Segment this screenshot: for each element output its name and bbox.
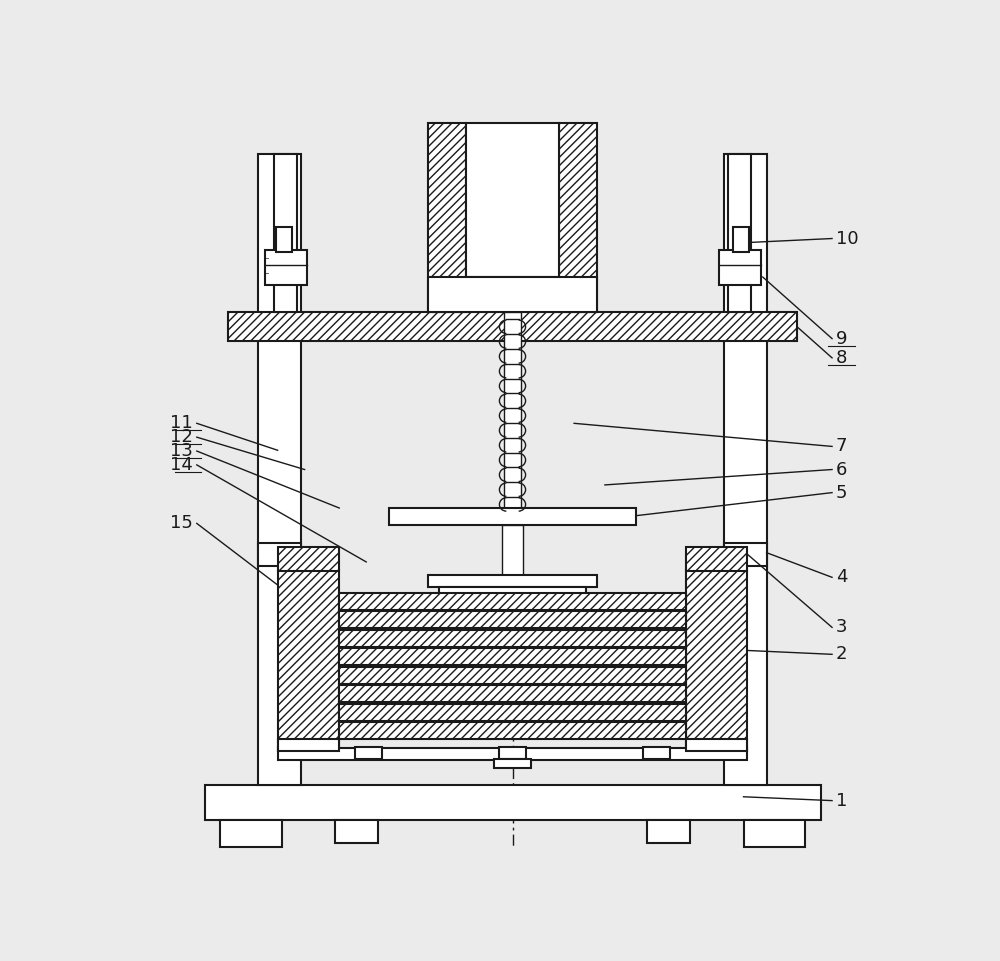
- Text: 3: 3: [836, 618, 847, 636]
- Text: 9: 9: [836, 330, 847, 348]
- Bar: [389, 508, 636, 525]
- Bar: [494, 759, 531, 768]
- Bar: [428, 277, 597, 311]
- Bar: [724, 154, 767, 785]
- Bar: [258, 154, 301, 785]
- Bar: [339, 611, 686, 628]
- Bar: [274, 154, 297, 311]
- Bar: [339, 703, 686, 721]
- Bar: [502, 525, 523, 594]
- Text: 4: 4: [836, 568, 847, 586]
- Text: 15: 15: [170, 514, 193, 532]
- Text: 14: 14: [170, 456, 193, 474]
- Bar: [355, 747, 382, 759]
- Bar: [686, 739, 747, 751]
- Bar: [278, 739, 339, 751]
- Bar: [258, 543, 301, 566]
- Text: 6: 6: [836, 460, 847, 479]
- Bar: [559, 123, 597, 311]
- Text: 7: 7: [836, 437, 847, 456]
- Bar: [686, 570, 747, 751]
- Bar: [339, 667, 686, 683]
- Bar: [339, 648, 686, 665]
- Bar: [265, 250, 307, 284]
- Bar: [643, 747, 670, 759]
- Bar: [499, 747, 526, 759]
- Text: 8: 8: [836, 349, 847, 367]
- Bar: [466, 123, 559, 277]
- Bar: [504, 311, 521, 524]
- Bar: [339, 722, 686, 739]
- Bar: [278, 749, 747, 760]
- Text: 2: 2: [836, 646, 847, 663]
- Bar: [733, 227, 749, 252]
- Text: 12: 12: [170, 429, 193, 446]
- Bar: [728, 154, 751, 311]
- Bar: [428, 575, 597, 587]
- Text: 11: 11: [170, 414, 193, 432]
- Bar: [439, 587, 586, 597]
- Bar: [205, 785, 820, 820]
- Bar: [428, 123, 466, 311]
- Bar: [744, 820, 805, 847]
- Text: 13: 13: [170, 442, 193, 460]
- Bar: [339, 685, 686, 702]
- Bar: [276, 227, 292, 252]
- Bar: [724, 543, 767, 566]
- Bar: [335, 820, 378, 843]
- Bar: [339, 629, 686, 647]
- Text: 10: 10: [836, 230, 859, 248]
- Bar: [719, 250, 761, 284]
- Bar: [278, 547, 339, 571]
- Text: 1: 1: [836, 792, 847, 809]
- Bar: [278, 570, 339, 751]
- Text: 5: 5: [836, 483, 847, 502]
- Bar: [686, 547, 747, 571]
- Bar: [228, 311, 797, 341]
- Bar: [339, 593, 686, 609]
- Bar: [647, 820, 690, 843]
- Bar: [220, 820, 282, 847]
